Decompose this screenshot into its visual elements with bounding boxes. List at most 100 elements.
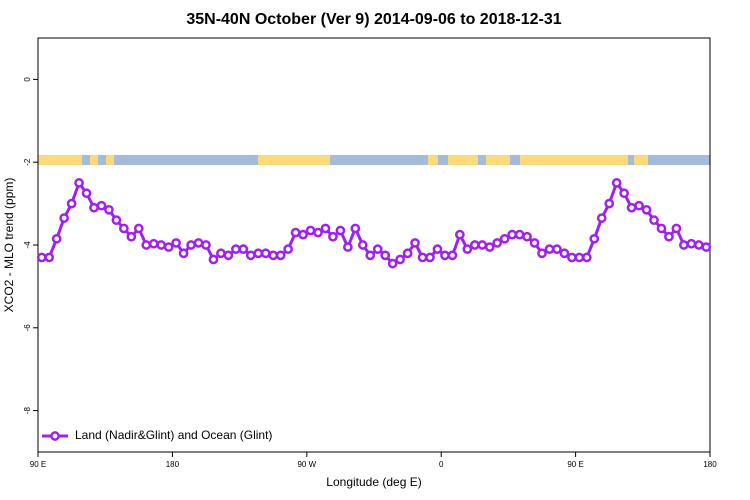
point-marker [402, 248, 413, 259]
point-marker [686, 238, 697, 249]
point-marker [656, 223, 667, 234]
point-marker [268, 250, 279, 261]
point-marker [514, 229, 525, 240]
point-marker [201, 240, 211, 250]
point-marker [66, 198, 77, 209]
point-marker [559, 248, 570, 259]
x-tick-label: 0 [439, 460, 444, 469]
point-marker [484, 242, 495, 252]
point-marker [275, 250, 286, 261]
point-marker [350, 223, 361, 234]
point-marker [253, 248, 264, 259]
point-marker [260, 248, 271, 259]
point-marker [596, 213, 607, 223]
land-ocean-strip [38, 155, 710, 165]
point-marker [231, 244, 241, 254]
point-marker [104, 204, 114, 215]
point-marker [552, 244, 562, 254]
point-marker [208, 254, 219, 265]
point-marker [567, 252, 577, 263]
point-marker [537, 248, 547, 259]
point-marker [410, 238, 420, 248]
point-marker [469, 240, 480, 250]
point-marker [372, 244, 383, 254]
point-marker [133, 223, 144, 234]
point-marker [216, 248, 226, 259]
point-marker [119, 223, 129, 234]
point-marker [641, 204, 652, 215]
point-marker [357, 240, 368, 250]
point-marker [186, 240, 196, 250]
legend-label: Land (Nadir&Glint) and Ocean (Glint) [75, 428, 272, 442]
point-marker [74, 178, 84, 188]
point-marker [693, 240, 704, 250]
point-marker [387, 258, 398, 269]
chart-title: 35N-40N October (Ver 9) 2014-09-06 to 20… [186, 11, 561, 28]
plot-frame [37, 37, 711, 453]
point-marker [581, 252, 592, 263]
point-marker [223, 250, 234, 261]
x-tick-label: 180 [166, 460, 180, 469]
point-marker [492, 238, 503, 248]
point-marker [455, 229, 465, 240]
point-marker [51, 233, 62, 244]
point-marker [81, 188, 92, 199]
point-marker [36, 252, 47, 263]
point-marker [477, 240, 488, 250]
legend-marker [50, 431, 60, 441]
x-axis-label: Longitude (deg E) [326, 475, 421, 489]
point-marker [447, 250, 458, 261]
x-tick-label: 180 [703, 460, 717, 469]
point-marker [380, 250, 391, 261]
point-marker [507, 229, 517, 240]
point-marker [425, 252, 435, 263]
y-tick-label: -8 [23, 406, 32, 414]
point-marker [664, 231, 674, 242]
point-marker [634, 200, 644, 211]
y-tick-label: -2 [23, 158, 32, 166]
point-marker [320, 223, 331, 234]
point-marker [298, 229, 308, 240]
point-marker [126, 231, 137, 242]
point-marker [679, 240, 689, 250]
point-marker [395, 254, 405, 265]
point-marker [365, 250, 376, 261]
point-marker [328, 231, 338, 242]
point-marker [462, 244, 473, 254]
point-marker [96, 200, 107, 211]
point-marker [111, 215, 122, 226]
point-marker [611, 178, 622, 188]
x-tick-label: 90 E [30, 460, 46, 469]
point-marker [574, 252, 585, 263]
point-marker [238, 244, 249, 254]
point-marker [522, 231, 532, 242]
point-marker [171, 238, 181, 248]
point-marker [432, 244, 443, 254]
point-marker [89, 202, 99, 213]
point-marker [141, 240, 152, 250]
point-marker [44, 252, 55, 263]
point-marker [544, 244, 555, 254]
y-tick-label: -4 [23, 241, 32, 249]
point-marker [619, 188, 629, 199]
point-marker [163, 242, 174, 252]
point-marker [529, 238, 540, 248]
point-marker [649, 215, 659, 226]
point-marker [313, 227, 323, 238]
point-marker [343, 242, 353, 252]
point-marker [290, 227, 301, 238]
point-marker [604, 198, 615, 209]
point-marker [671, 223, 682, 234]
x-tick-label: 90 W [297, 460, 316, 469]
point-marker [59, 213, 69, 223]
point-marker [193, 238, 204, 248]
point-marker [589, 233, 600, 244]
point-marker [701, 242, 712, 252]
point-marker [499, 233, 510, 244]
y-axis-label: XCO2 - MLO trend (ppm) [2, 178, 16, 313]
point-marker [283, 244, 293, 254]
point-marker [178, 248, 189, 259]
point-marker [417, 252, 428, 263]
